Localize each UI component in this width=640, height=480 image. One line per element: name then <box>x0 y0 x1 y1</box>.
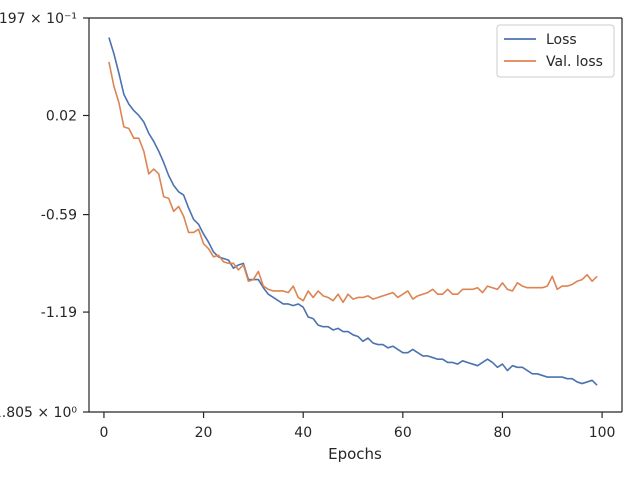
y-tick-label: -1.19 <box>41 305 77 321</box>
x-axis: 0 20 40 60 80 100 Epochs <box>89 411 622 463</box>
x-tick-label: 40 <box>294 425 312 441</box>
legend-label-loss: Loss <box>546 32 577 48</box>
legend: Loss Val. loss <box>496 24 615 78</box>
y-axis: 6.197 × 10⁻¹ 0.02 -0.59 -1.19 -1.805 × 10⁰ <box>0 11 90 421</box>
x-tick-label: 100 <box>589 425 616 441</box>
y-tick-label: 6.197 × 10⁻¹ <box>0 11 77 27</box>
series-line-val-loss <box>108 61 598 304</box>
x-tick-label: 80 <box>494 425 512 441</box>
series-lines <box>108 37 598 386</box>
x-tick-label: 0 <box>99 425 108 441</box>
x-tick-label: 60 <box>394 425 412 441</box>
y-tick-label: -0.59 <box>41 208 77 224</box>
legend-label-val-loss: Val. loss <box>546 54 603 70</box>
x-axis-label: Epochs <box>328 445 382 463</box>
y-tick-label: 0.02 <box>46 108 77 124</box>
y-tick-label: -1.805 × 10⁰ <box>0 405 77 421</box>
legend-box <box>496 24 615 78</box>
series-line-loss <box>108 37 598 386</box>
x-tick-label: 20 <box>195 425 213 441</box>
